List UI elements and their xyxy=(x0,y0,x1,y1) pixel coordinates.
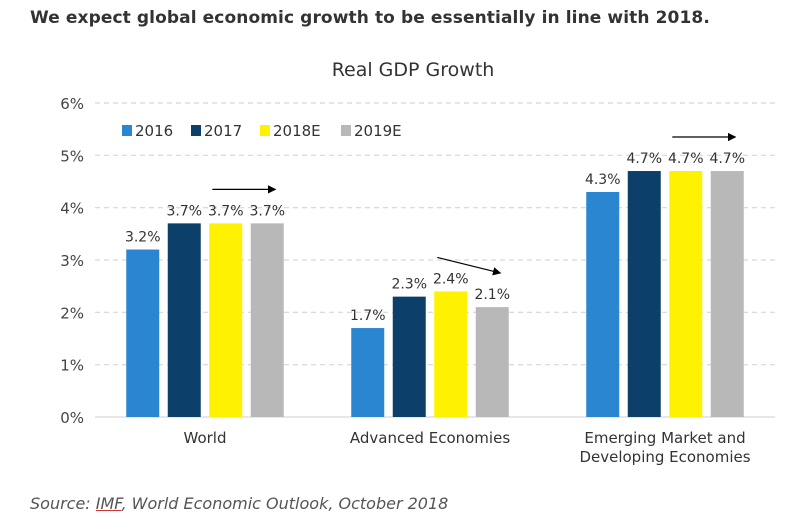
bar-2019e-2 xyxy=(710,171,744,417)
category-label: World xyxy=(184,429,227,447)
bar-2018e-2 xyxy=(669,171,703,417)
data-label: 2.3% xyxy=(391,277,427,293)
legend-swatch-2019e xyxy=(341,125,351,136)
category-label: Advanced Economies xyxy=(350,429,510,447)
data-label: 2.1% xyxy=(474,287,510,303)
category-label: Emerging Market and xyxy=(584,429,745,447)
bar-2016-2 xyxy=(586,191,620,417)
data-label: 1.7% xyxy=(350,308,386,324)
bar-2016-1 xyxy=(351,328,385,417)
data-label: 4.7% xyxy=(668,151,704,167)
bar-2018e-1 xyxy=(434,291,468,417)
y-tick-label: 5% xyxy=(60,147,84,165)
y-tick-label: 1% xyxy=(60,357,84,375)
legend-label: 2019E xyxy=(354,122,402,140)
data-label: 2.4% xyxy=(433,271,469,287)
bar-2017-0 xyxy=(167,223,201,417)
legend-label: 2016 xyxy=(135,122,173,140)
legend-swatch-2018e xyxy=(260,125,270,136)
bar-2019e-1 xyxy=(475,307,509,417)
y-tick-label: 0% xyxy=(60,409,84,427)
source-prefix: Source: xyxy=(30,494,96,513)
gdp-growth-chart: Real GDP Growth 0% 1% 2% 3% 4% 5% 6% 3.2% 1.7% 4… xyxy=(60,59,775,466)
bar-2019e-0 xyxy=(250,223,284,417)
data-label: 3.2% xyxy=(125,230,161,246)
source-suffix: , World Economic Outlook, October 2018 xyxy=(121,494,449,513)
data-label: 4.7% xyxy=(709,151,745,167)
trend-arrow-1 xyxy=(437,256,502,276)
bar-2017-1 xyxy=(392,296,426,417)
y-tick-label: 6% xyxy=(60,95,84,113)
chart-title: Real GDP Growth xyxy=(332,59,495,81)
data-label: 4.3% xyxy=(585,172,621,188)
y-tick-label: 2% xyxy=(60,304,84,322)
y-tick-label: 3% xyxy=(60,252,84,270)
bar-2016-0 xyxy=(126,249,160,417)
source-imf-link[interactable]: IMF xyxy=(95,494,122,513)
bar-2018e-0 xyxy=(209,223,243,417)
page-headline: We expect global economic growth to be e… xyxy=(30,8,710,28)
data-label: 3.7% xyxy=(166,203,202,219)
data-label: 3.7% xyxy=(249,203,285,219)
bar-2017-2 xyxy=(627,171,661,417)
source-note: Source: IMF, World Economic Outlook, Oct… xyxy=(30,494,448,513)
data-label: 4.7% xyxy=(626,151,662,167)
legend-swatch-2016 xyxy=(122,125,132,136)
legend-label: 2018E xyxy=(273,122,321,140)
data-label: 3.7% xyxy=(208,203,244,219)
y-tick-label: 4% xyxy=(60,200,84,218)
legend-label: 2017 xyxy=(204,122,242,140)
legend-swatch-2017 xyxy=(191,125,201,136)
category-label: Developing Economies xyxy=(579,448,750,466)
